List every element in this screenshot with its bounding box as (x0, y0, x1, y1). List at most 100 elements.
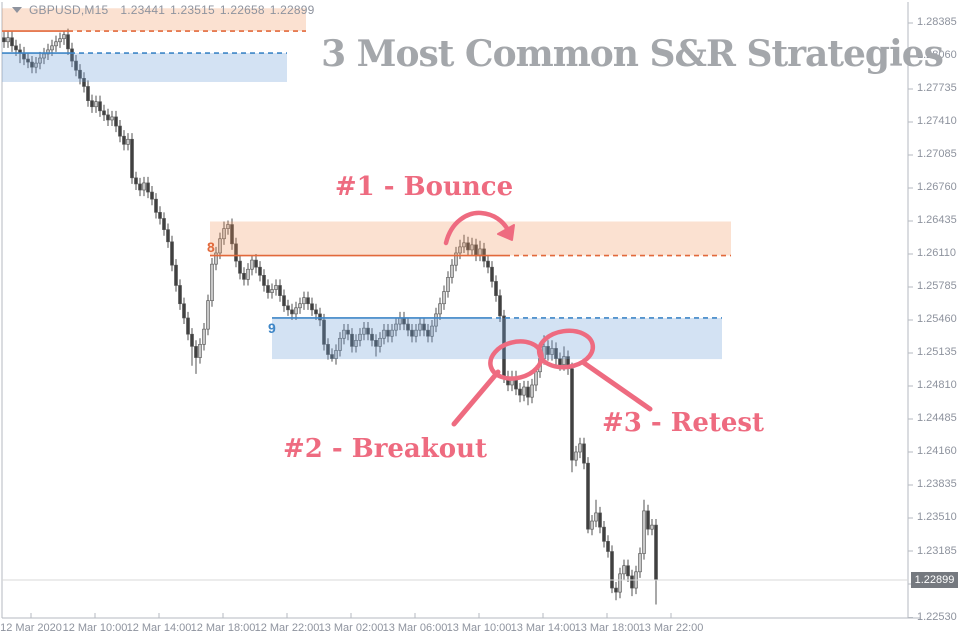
time-axis-label: 13 Mar 22:00 (638, 622, 704, 634)
candle (470, 237, 474, 257)
candle (282, 289, 286, 312)
candle (342, 324, 346, 345)
candle (518, 382, 522, 403)
candle (34, 57, 38, 74)
candle (322, 313, 326, 351)
price-axis-label: 1.26110 (917, 247, 956, 260)
candle (574, 445, 578, 467)
candle (10, 31, 14, 52)
page-title: 3 Most Common S&R Strategies (321, 33, 944, 75)
candle (362, 322, 366, 341)
candle (442, 285, 446, 310)
candle (270, 283, 274, 299)
candle (146, 176, 150, 199)
time-axis-label: 12 Mar 10:00 (62, 622, 128, 634)
time-axis-label: 13 Mar 06:00 (382, 622, 448, 634)
candle (386, 324, 390, 343)
candle (130, 133, 134, 184)
price-axis-label: 1.28060 (917, 49, 957, 62)
ohlc-low: 1.22658 (219, 3, 265, 17)
candle (586, 457, 590, 534)
candle (306, 291, 310, 310)
price-axis-label: 1.24485 (917, 412, 957, 425)
candle (150, 185, 154, 206)
chart-dropdown-icon[interactable] (12, 7, 22, 13)
candle (302, 291, 306, 310)
candle (346, 324, 350, 341)
candle (494, 275, 498, 302)
candle (466, 236, 470, 257)
candle (390, 324, 394, 343)
candle (162, 212, 166, 236)
candle (394, 317, 398, 337)
candle (6, 31, 10, 48)
support-zone-number: 9 (268, 320, 276, 336)
candle (98, 95, 102, 117)
candle (294, 301, 298, 320)
candle (74, 54, 78, 77)
candle (490, 261, 494, 288)
candle (246, 263, 250, 286)
current-price-badge: 1.22899 (911, 572, 958, 588)
candle (422, 317, 426, 337)
candle (618, 567, 622, 599)
candle (134, 171, 138, 191)
axis-ticks (30, 22, 913, 619)
candle (366, 322, 370, 341)
candle (258, 261, 262, 282)
candle (462, 234, 466, 253)
retest-label: #3 - Retest (601, 408, 765, 438)
candle (374, 334, 378, 357)
time-axis-label: 12 Mar 22:00 (254, 622, 320, 634)
ohlc-open: 1.23441 (120, 3, 166, 17)
candle (250, 255, 254, 276)
candle (110, 110, 114, 127)
candle (298, 297, 302, 314)
candle (178, 279, 182, 310)
time-axis-label: 13 Mar 18:00 (574, 622, 640, 634)
candle (334, 344, 338, 365)
time-axis-label: 12 Mar 2020 (0, 622, 62, 634)
price-axis-label: 1.25785 (917, 280, 957, 293)
price-axis-label: 1.27735 (917, 82, 957, 95)
resistance-upper-zone (2, 8, 306, 32)
candle (254, 253, 258, 274)
candle (222, 221, 226, 245)
price-axis-label: 1.26435 (917, 214, 957, 227)
resistance-zone-number: 8 (207, 239, 215, 255)
candle (274, 279, 278, 296)
candle (418, 317, 422, 337)
bounce-arrowhead (497, 224, 515, 241)
candle (230, 218, 234, 250)
candle (278, 279, 282, 302)
candle (506, 370, 510, 392)
candle (210, 258, 214, 307)
candle (190, 328, 194, 366)
ohlc-high: 1.23515 (170, 3, 215, 17)
time-axis-label: 12 Mar 18:00 (190, 622, 256, 634)
candle (86, 80, 90, 107)
candle (378, 332, 382, 353)
support-upper-zone (2, 53, 287, 82)
candle (450, 259, 454, 284)
candle (30, 55, 34, 74)
candle (454, 246, 458, 272)
time-axis-label: 13 Mar 02:00 (318, 622, 384, 634)
bounce-arrow (443, 210, 511, 246)
price-axis-label: 1.23185 (917, 544, 957, 557)
candle (606, 535, 610, 558)
candle (186, 311, 190, 341)
price-axis-label: 1.28385 (917, 16, 957, 29)
candle (434, 307, 438, 333)
chart-header: GBPUSD,M15 1.23441 1.23515 1.22658 1.22899 (12, 3, 314, 17)
candle (486, 255, 490, 274)
candle (194, 340, 198, 374)
breakout-pointer-line (451, 369, 501, 427)
candle (106, 108, 110, 127)
candle (62, 30, 66, 45)
candle (94, 95, 98, 113)
candle (446, 271, 450, 298)
price-axis-label: 1.22530 (917, 611, 957, 623)
